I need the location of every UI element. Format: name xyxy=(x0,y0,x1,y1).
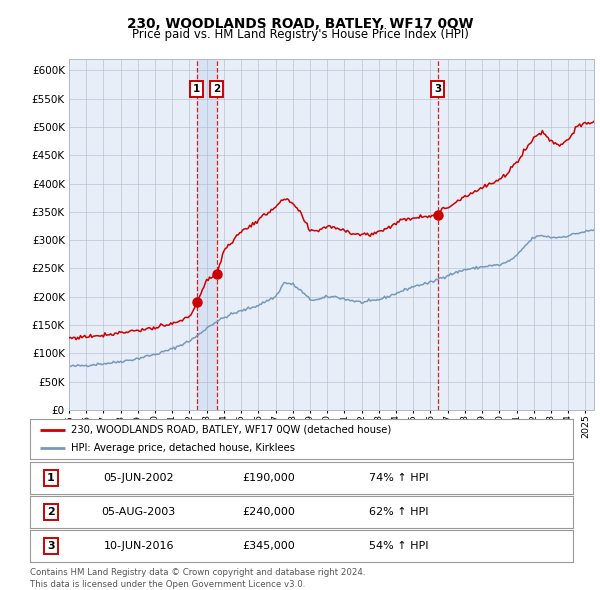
Text: Contains HM Land Registry data © Crown copyright and database right 2024.
This d: Contains HM Land Registry data © Crown c… xyxy=(30,568,365,589)
Text: 1: 1 xyxy=(193,84,200,94)
Text: 2: 2 xyxy=(213,84,220,94)
Text: 1: 1 xyxy=(47,473,55,483)
Text: 3: 3 xyxy=(434,84,442,94)
Text: 3: 3 xyxy=(47,542,55,551)
Text: HPI: Average price, detached house, Kirklees: HPI: Average price, detached house, Kirk… xyxy=(71,443,295,453)
Text: Price paid vs. HM Land Registry's House Price Index (HPI): Price paid vs. HM Land Registry's House … xyxy=(131,28,469,41)
Text: £240,000: £240,000 xyxy=(242,507,295,517)
Text: 230, WOODLANDS ROAD, BATLEY, WF17 0QW: 230, WOODLANDS ROAD, BATLEY, WF17 0QW xyxy=(127,17,473,31)
Text: 05-AUG-2003: 05-AUG-2003 xyxy=(101,507,176,517)
Text: 62% ↑ HPI: 62% ↑ HPI xyxy=(370,507,429,517)
Text: £345,000: £345,000 xyxy=(242,542,295,551)
Text: 74% ↑ HPI: 74% ↑ HPI xyxy=(370,473,429,483)
Text: 230, WOODLANDS ROAD, BATLEY, WF17 0QW (detached house): 230, WOODLANDS ROAD, BATLEY, WF17 0QW (d… xyxy=(71,425,391,435)
Text: 10-JUN-2016: 10-JUN-2016 xyxy=(103,542,174,551)
Text: 05-JUN-2002: 05-JUN-2002 xyxy=(103,473,174,483)
Text: 2: 2 xyxy=(47,507,55,517)
Text: 54% ↑ HPI: 54% ↑ HPI xyxy=(370,542,429,551)
Text: £190,000: £190,000 xyxy=(242,473,295,483)
Bar xyxy=(197,59,217,410)
